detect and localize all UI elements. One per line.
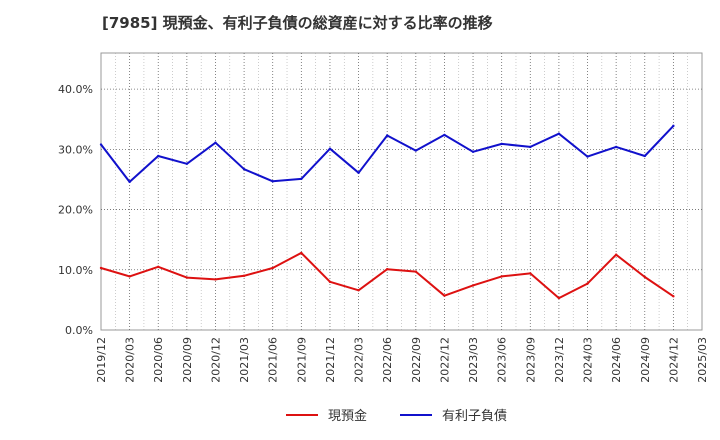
data-point — [614, 145, 618, 149]
legend-label: 有利子負債 — [442, 409, 507, 424]
x-tick-label: 2024/03 — [582, 337, 595, 383]
data-point — [586, 155, 589, 158]
data-point — [385, 134, 389, 137]
x-tick-label: 2019/12 — [95, 337, 108, 383]
x-tick-label: 2022/09 — [410, 337, 423, 383]
data-point — [185, 276, 189, 279]
legend-label: 現預金 — [328, 408, 367, 424]
data-point — [672, 124, 675, 128]
x-tick-label: 2022/03 — [353, 337, 366, 383]
x-tick-label: 2025/03 — [696, 337, 709, 383]
data-point — [614, 253, 618, 256]
data-point — [414, 149, 418, 152]
x-tick-label: 2023/09 — [524, 337, 537, 383]
y-tick-label: 40.0% — [58, 83, 93, 96]
data-point — [271, 180, 274, 183]
x-tick-label: 2021/09 — [295, 337, 308, 383]
legend: 現預金 有利子負債 — [286, 408, 507, 424]
x-tick-label: 2024/09 — [639, 337, 652, 383]
data-point — [500, 275, 503, 278]
x-tick-label: 2020/09 — [181, 337, 194, 383]
axes: 0.0% 10.0% 20.0% 30.0% 40.0% 2019/12 2020/03 20… — [58, 83, 709, 383]
x-tick-label: 2024/12 — [667, 337, 680, 383]
data-point — [185, 162, 189, 165]
data-point — [99, 143, 103, 146]
data-point — [271, 266, 274, 270]
data-point — [385, 267, 389, 271]
x-tick-label: 2021/06 — [267, 337, 280, 383]
x-tick-label: 2023/12 — [553, 337, 566, 383]
data-point — [471, 284, 475, 287]
x-tick-label: 2020/06 — [152, 337, 165, 383]
x-tick-label: 2023/06 — [496, 337, 509, 383]
data-point — [99, 266, 103, 270]
data-point — [643, 275, 646, 279]
data-point — [328, 147, 332, 150]
x-tick-label: 2020/12 — [209, 337, 222, 383]
data-point — [328, 280, 332, 284]
data-point — [586, 282, 589, 285]
data-point — [557, 132, 561, 135]
data-point — [357, 171, 360, 175]
data-point — [529, 272, 532, 275]
x-tick-label: 2023/03 — [467, 337, 480, 383]
data-point — [471, 150, 475, 153]
x-tick-label: 2022/12 — [438, 337, 451, 383]
data-point — [242, 168, 246, 171]
data-point — [300, 251, 303, 255]
grid-lines — [101, 53, 702, 330]
y-tick-label: 10.0% — [58, 264, 93, 277]
x-tick-label: 2021/12 — [324, 337, 337, 383]
data-point — [672, 295, 675, 298]
data-point — [500, 142, 503, 146]
data-point — [414, 270, 418, 273]
data-point — [443, 133, 446, 137]
data-point — [157, 265, 160, 268]
data-point — [357, 289, 360, 292]
data-point — [300, 177, 303, 181]
data-point — [242, 274, 246, 278]
data-point — [557, 296, 561, 300]
data-point — [443, 294, 446, 297]
x-tick-label: 2020/03 — [124, 337, 137, 383]
data-point — [128, 180, 131, 184]
data-point — [529, 145, 532, 149]
data-point — [214, 278, 217, 281]
chart-title: [7985] 現預金、有利子負債の総資産に対する比率の推移 — [102, 14, 493, 32]
x-tick-label: 2024/06 — [610, 337, 623, 383]
data-point — [157, 154, 160, 158]
y-tick-label: 0.0% — [65, 324, 93, 337]
x-tick-label: 2022/06 — [381, 337, 394, 383]
x-tick-label: 2021/03 — [238, 337, 251, 383]
series-lines — [99, 124, 675, 300]
data-point — [643, 154, 646, 158]
data-point — [214, 141, 217, 144]
y-tick-label: 30.0% — [58, 143, 93, 156]
y-tick-label: 20.0% — [58, 204, 93, 217]
data-point — [128, 275, 131, 278]
